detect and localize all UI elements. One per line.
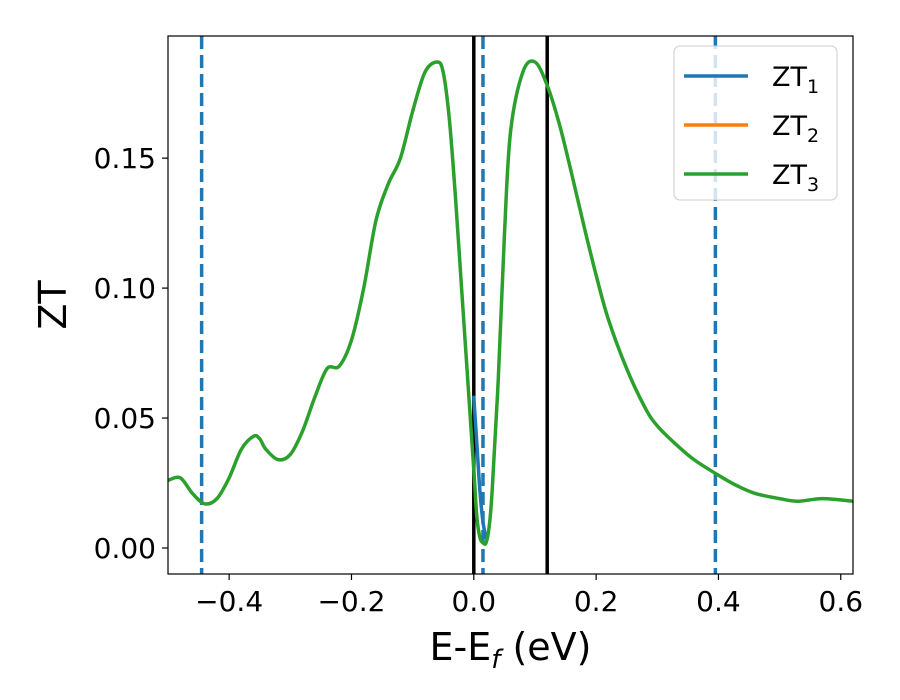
y-tick-label: 0.15 [94,142,156,175]
series-line-3 [168,59,853,546]
x-axis-label-main: E-E [430,625,492,669]
x-tick-label: 0.6 [819,585,864,618]
y-tick-label: 0.05 [94,402,156,435]
y-tick-label: 0.00 [94,532,156,565]
x-tick-label: −0.4 [195,585,263,618]
series-line-1 [472,395,488,540]
legend-label-1: ZT1 [772,62,819,98]
x-axis-ticks: −0.4 −0.2 0.0 0.2 0.4 0.6 [195,574,863,618]
x-tick-label: 0.2 [574,585,619,618]
series-lines [168,59,853,546]
legend-label-2: ZT2 [772,111,819,147]
legend-label-3: ZT3 [772,160,819,196]
legend-label-sub: 1 [807,76,819,98]
y-axis-ticks: 0.00 0.05 0.10 0.15 [94,142,168,565]
legend-label-sub: 3 [807,174,819,196]
x-axis-label-unit: (eV) [500,625,591,669]
x-tick-label: 0.4 [696,585,741,618]
x-tick-label: −0.2 [317,585,385,618]
x-tick-label: 0.0 [452,585,497,618]
x-axis-label: E-Ef (eV) [430,625,592,675]
y-axis-label: ZT [31,280,75,330]
legend-box [673,45,838,201]
y-tick-label: 0.10 [94,272,156,305]
legend-label-sub: 2 [807,125,819,147]
legend-label-main: ZT [772,160,807,191]
legend-label-main: ZT [772,62,807,93]
vertical-reference-lines [199,36,718,574]
legend-label-main: ZT [772,111,807,142]
axes-frame [167,35,854,575]
